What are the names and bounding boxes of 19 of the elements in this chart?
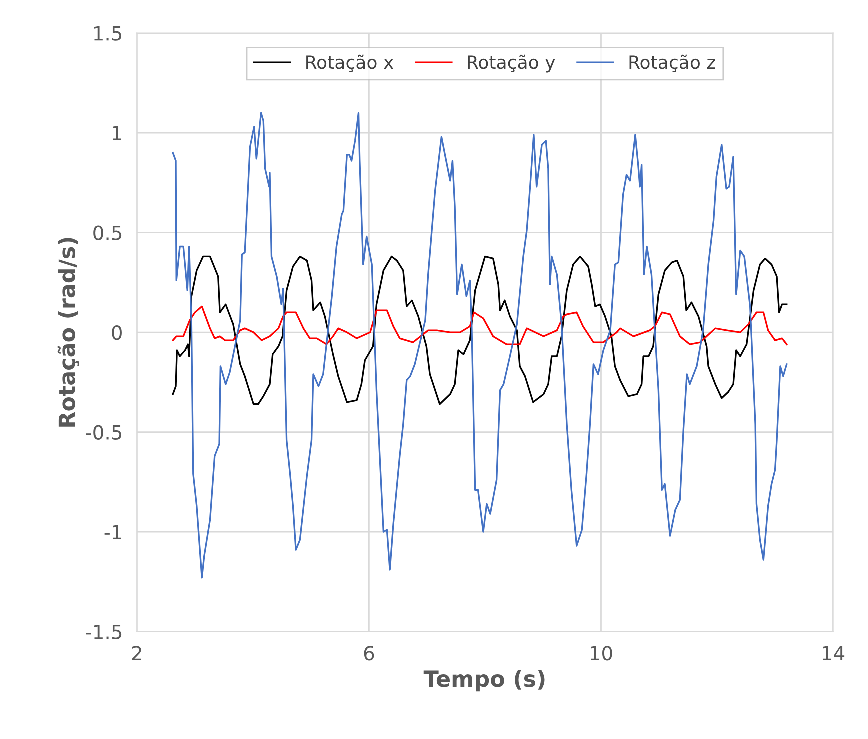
y-tick-label: 1 — [113, 126, 122, 140]
y-tick-label: -1 — [104, 525, 122, 540]
x-tick-label: 14 — [823, 646, 845, 661]
y-tick-label: 0.5 — [94, 226, 122, 240]
legend-label: Rotação z — [630, 54, 716, 72]
line-series — [172, 112, 788, 579]
x-axis-title: Tempo (s) — [424, 670, 545, 692]
line-series — [172, 256, 788, 406]
x-tick-label: 2 — [132, 646, 142, 661]
x-tick-label: 6 — [364, 646, 374, 661]
y-tick-label: 1.5 — [94, 26, 122, 41]
legend-label: Rotação x — [306, 54, 394, 72]
line-series — [172, 306, 788, 346]
y-tick-label: -0.5 — [86, 425, 122, 440]
y-tick-label: 0 — [112, 326, 122, 340]
y-axis-title: Rotação (rad/s) — [58, 238, 80, 427]
y-tick-label: -1.5 — [86, 625, 122, 640]
x-tick-label: 10 — [591, 646, 612, 661]
legend-label: Rotação y — [468, 54, 556, 73]
